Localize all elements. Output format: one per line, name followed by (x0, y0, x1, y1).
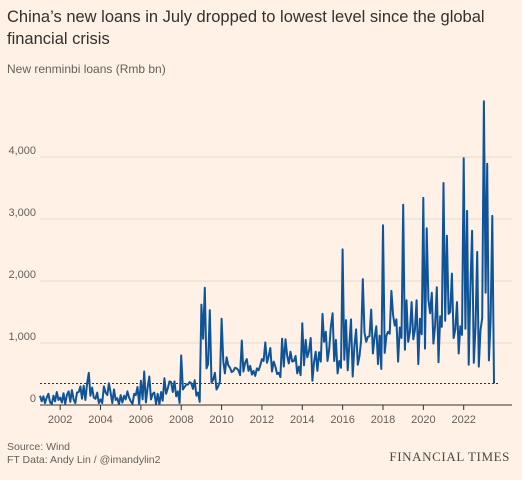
credit-note: FT Data: Andy Lin / @imandylin2 (7, 454, 161, 466)
x-tick-label: 2020 (411, 414, 435, 426)
x-tick-label: 2002 (48, 414, 72, 426)
x-tick-label: 2016 (330, 414, 354, 426)
series-group (39, 100, 495, 406)
ft-logo: FINANCIAL TIMES (389, 449, 510, 464)
x-tick-label: 2012 (250, 414, 274, 426)
y-tick-label: 3,000 (8, 207, 36, 219)
x-tick-label: 2014 (290, 414, 314, 426)
x-tick-label: 2018 (371, 414, 395, 426)
x-tick-label: 2010 (209, 414, 233, 426)
x-axis-ticks: 2002 2004 2006 2008 2010 2012 2014 2016 2018 2020… (48, 405, 476, 426)
y-tick-label: 4,000 (8, 145, 36, 157)
x-tick-label: 2004 (88, 414, 112, 426)
y-axis-label: New renminbi loans (Rmb bn) (7, 62, 166, 76)
series-line (39, 100, 495, 406)
x-tick-label: 2022 (451, 414, 475, 426)
x-tick-label: 2006 (129, 414, 153, 426)
chart-title: China’s new loans in July dropped to low… (7, 8, 485, 48)
y-axis-ticks: 0 1,000 2,000 3,000 4,000 (8, 145, 36, 405)
y-tick-label: 0 (30, 393, 36, 405)
footer-credits: Source: Wind FT Data: Andy Lin / @imandy… (7, 441, 160, 467)
y-tick-label: 2,000 (8, 269, 36, 281)
x-tick-label: 2008 (169, 414, 193, 426)
y-tick-label: 1,000 (8, 331, 36, 343)
source-note: Source: Wind (7, 441, 71, 453)
